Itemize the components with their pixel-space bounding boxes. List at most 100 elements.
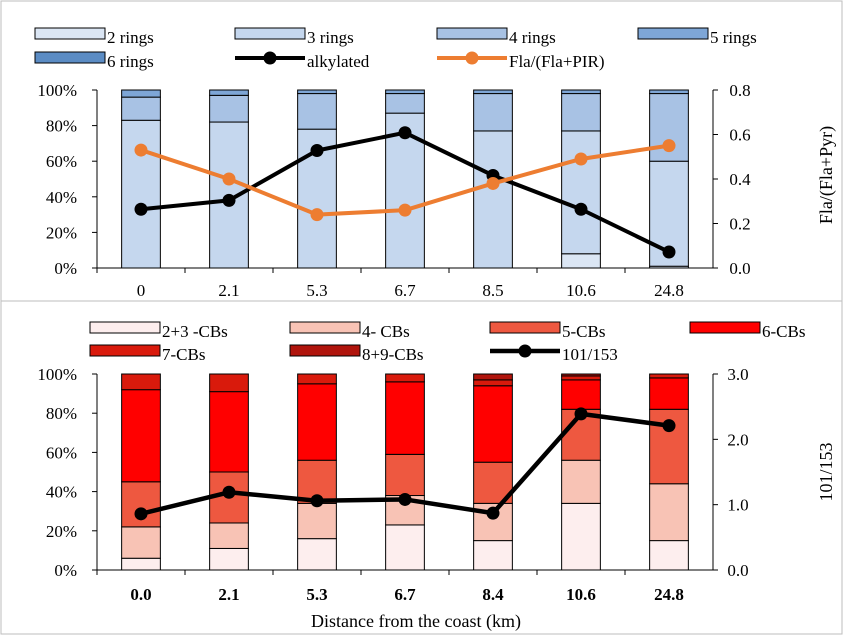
bar-segment xyxy=(121,89,161,98)
legend-swatch xyxy=(34,27,106,40)
y-tick-label: 0% xyxy=(54,561,77,580)
bar-segment xyxy=(209,547,249,571)
legend-label: 4- CBs xyxy=(362,322,410,341)
bar-segment xyxy=(385,381,425,455)
y2-axis-title: Fla/(Fla+Pyr) xyxy=(816,126,837,224)
bar-segment xyxy=(473,385,513,463)
line-point xyxy=(398,492,412,506)
y2-axis-title: 101/153 xyxy=(816,442,836,501)
x-tick-label: 0.0 xyxy=(130,585,151,604)
legend-label: 3 rings xyxy=(307,28,354,47)
legend-label: 4 rings xyxy=(509,28,556,47)
legend-label: 5 rings xyxy=(710,28,757,47)
y-tick-label: 80% xyxy=(46,404,77,423)
line-point xyxy=(662,139,676,153)
bar-segment xyxy=(561,459,601,504)
legend-marker xyxy=(518,344,532,358)
bar-segment xyxy=(561,373,601,377)
x-axis-title: Distance from the coast (km) xyxy=(311,611,521,632)
y-tick-label: 100% xyxy=(37,365,77,384)
legend-label: 101/153 xyxy=(562,345,618,364)
bar-segment xyxy=(473,93,513,132)
legend-swatch xyxy=(436,27,508,40)
bar-segment xyxy=(649,377,689,410)
bar-segment xyxy=(473,373,513,381)
bar-segment xyxy=(297,383,337,461)
bar-segment xyxy=(473,379,513,387)
y2-tick-label: 0.6 xyxy=(729,126,750,145)
bar-segment xyxy=(297,538,337,571)
bar-segment xyxy=(649,373,689,379)
bar-segment xyxy=(649,483,689,542)
line-point xyxy=(310,494,324,508)
bar-segment xyxy=(297,93,337,130)
bar-segment xyxy=(385,89,425,95)
bar-segment xyxy=(121,389,161,483)
legend-swatch xyxy=(489,321,561,334)
bar-segment xyxy=(561,379,601,410)
line-point xyxy=(398,126,412,140)
y2-tick-label: 3.0 xyxy=(727,365,748,384)
chart-top-panel: 0% 20% 40% 60% 80% 100% 0.0 0.2 0.4 0.6 0.8 0 2.1 5.3… xyxy=(34,27,837,300)
y2-tick-label: 1.0 xyxy=(727,496,748,515)
x-tick-label: 24.8 xyxy=(654,281,684,300)
legend-marker xyxy=(263,51,277,65)
y-tick-label: 60% xyxy=(46,443,77,462)
bar-segment xyxy=(649,160,689,267)
bar-segment xyxy=(385,453,425,497)
legend-swatch xyxy=(689,321,761,334)
y-tick-label: 60% xyxy=(46,152,77,171)
bar-segment xyxy=(473,89,513,95)
y-tick-label: 100% xyxy=(37,81,77,100)
x-tick-label: 6.7 xyxy=(394,281,416,300)
line-point xyxy=(574,152,588,166)
y2-tick-label: 0.2 xyxy=(729,215,750,234)
legend-label: alkylated xyxy=(307,52,370,71)
bar-segment xyxy=(473,130,513,269)
bar-segment xyxy=(297,89,337,95)
line-point xyxy=(134,202,148,216)
line-point xyxy=(134,143,148,157)
legend-label: 8+9-CBs xyxy=(362,345,424,364)
bar-segment xyxy=(121,96,161,121)
legend-label: 7-CBs xyxy=(162,345,205,364)
bar-segment xyxy=(561,253,601,269)
line-point xyxy=(222,485,236,499)
bar-segment xyxy=(561,375,601,381)
legend-swatch xyxy=(34,51,106,64)
y2-tick-label: 2.0 xyxy=(727,430,748,449)
bar-segment xyxy=(209,522,249,549)
y-tick-label: 20% xyxy=(46,223,77,242)
y-tick-label: 40% xyxy=(46,483,77,502)
line-point xyxy=(222,193,236,207)
x-tick-label: 10.6 xyxy=(566,281,596,300)
legend-swatch xyxy=(637,27,709,40)
bar-segment xyxy=(473,540,513,571)
y-tick-label: 20% xyxy=(46,522,77,541)
line-point xyxy=(310,208,324,222)
y-tick-label: 80% xyxy=(46,117,77,136)
bar-segment xyxy=(209,94,249,123)
line-point xyxy=(398,203,412,217)
legend-label: 5-CBs xyxy=(562,322,605,341)
x-tick-label: 8.5 xyxy=(482,281,503,300)
line-point xyxy=(486,506,500,520)
x-tick-label: 6.7 xyxy=(394,585,416,604)
y2-tick-label: 0.0 xyxy=(727,561,748,580)
bar-segment xyxy=(121,526,161,559)
legend-label: 6 rings xyxy=(107,52,154,71)
line-point xyxy=(574,202,588,216)
bar-segment xyxy=(561,130,601,255)
bar-segment xyxy=(121,373,161,391)
line-point xyxy=(662,419,676,433)
legend-label: 6-CBs xyxy=(762,322,805,341)
y-tick-label: 0% xyxy=(54,259,77,278)
legend-swatch xyxy=(289,321,361,334)
line-point xyxy=(222,172,236,186)
bar-segment xyxy=(561,93,601,132)
bar-segment xyxy=(297,373,337,385)
line-point xyxy=(486,176,500,190)
x-tick-label: 2.1 xyxy=(218,281,239,300)
legend-swatch xyxy=(234,27,306,40)
